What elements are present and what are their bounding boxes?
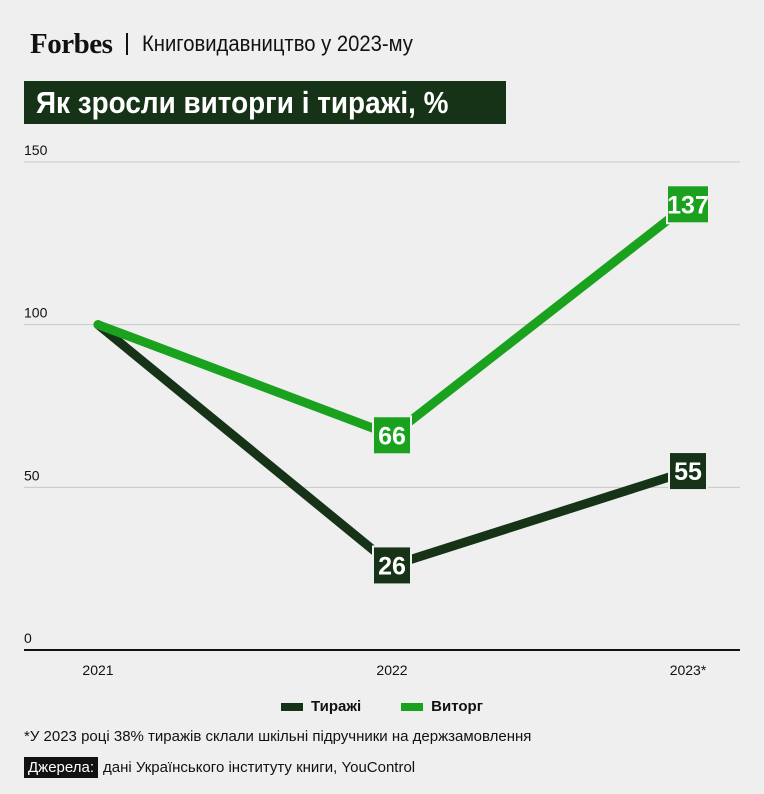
x-tick-label: 2022 [376,662,407,678]
legend-item-vytorh: Виторг [401,698,483,715]
forbes-logo: Forbes [30,27,113,60]
chart-title-box: Як зросли виторги і тиражі, % [24,81,507,124]
x-tick-label: 2021 [82,662,113,678]
legend-swatch-vytorh [401,702,424,711]
data-label-box [666,184,710,225]
data-label-box [372,415,412,456]
data-label: 137 [667,191,709,219]
header-divider [126,33,129,55]
footnote: *У 2023 році 38% тиражів склали шкільні … [24,728,532,745]
x-tick-label: 2023* [670,662,707,678]
y-tick-label: 0 [24,630,32,646]
sources: Джерела: дані Українського інституту кни… [24,757,415,778]
legend-item-tyrazhi: Тиражі [281,698,361,715]
legend-label-vytorh: Виторг [431,698,483,715]
legend-label-tyrazhi: Тиражі [311,698,362,715]
data-label-box [668,451,708,492]
data-label: 66 [378,422,406,450]
header: Forbes Книговидавництво у 2023-му [30,28,437,60]
sources-text: дані Українського інституту книги, YouCo… [102,759,416,776]
chart-legend: Тиражі Виторг [0,698,764,715]
data-label: 55 [674,458,702,486]
chart-title: Як зросли виторги і тиражі, % [36,84,449,120]
header-subtitle: Книговидавництво у 2023-му [142,31,414,56]
y-tick-label: 100 [24,305,48,321]
y-tick-label: 150 [24,142,48,158]
data-label-box [372,545,412,586]
y-tick-label: 50 [24,467,40,483]
data-label: 26 [378,552,406,580]
sources-label: Джерела: [24,757,98,778]
legend-swatch-tyrazhi [281,702,304,711]
